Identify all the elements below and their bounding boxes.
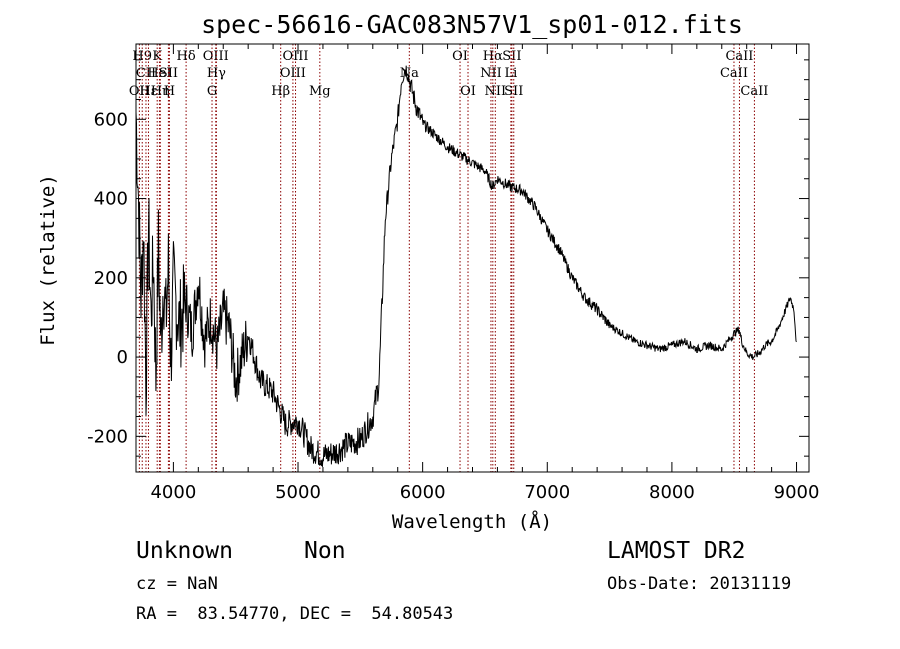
survey-name: LAMOST DR2	[607, 538, 746, 564]
spectral-line-label: H	[164, 84, 175, 99]
y-tick-label: -200	[87, 426, 128, 447]
x-tick-label: 6000	[400, 482, 446, 503]
spectral-line-label: OIII	[282, 49, 308, 64]
spectral-line-label: NII	[484, 84, 506, 99]
spectral-line-label: CII	[136, 66, 156, 81]
spectral-line-label: SII	[502, 49, 521, 64]
x-tick-label: 8000	[649, 482, 695, 503]
plot-frame	[135, 43, 810, 473]
spectral-line-label: SII	[504, 84, 523, 99]
spectral-line-label: Hβ	[271, 84, 290, 99]
spectral-line-label: CaII	[725, 49, 753, 64]
spectral-line-label: OIII	[280, 66, 306, 81]
y-tick-label: 200	[94, 268, 128, 289]
spectral-line-label: Hα	[483, 49, 503, 64]
spectral-line-label: Hε	[139, 84, 157, 99]
spectral-line-label: Hη	[151, 84, 170, 99]
spectral-line-label: OII	[129, 84, 150, 99]
y-axis-label: Flux (relative)	[37, 174, 59, 346]
x-tick-label: 9000	[774, 482, 820, 503]
spectral-line-label: K	[152, 49, 162, 64]
axis-ticks: 4000 5000 6000 7000 8000 9000 -200 0 200 400 600	[87, 44, 819, 503]
spectral-line-label: Mg	[309, 84, 331, 99]
x-tick-label: 5000	[275, 482, 321, 503]
spectral-line-label: G	[207, 84, 217, 99]
spectral-line-label: Hγ	[207, 66, 226, 81]
y-tick-label: 0	[117, 347, 128, 368]
x-tick-label: 4000	[150, 482, 196, 503]
spectral-line-label: OI	[452, 49, 468, 64]
spectral-line-label: Li	[504, 66, 517, 81]
object-subclass: Non	[304, 538, 346, 564]
y-tick-label: 600	[94, 109, 128, 130]
spectral-line-label: CaII	[720, 66, 748, 81]
spectrum-line	[135, 65, 797, 467]
spectral-line-label: OIII	[203, 49, 229, 64]
coordinates: RA = 83.54770, DEC = 54.80543	[136, 604, 454, 624]
x-axis-label: Wavelength (Å)	[392, 510, 552, 533]
x-tick-label: 7000	[524, 482, 570, 503]
chart-title: spec-56616-GAC083N57V1_sp01-012.fits	[201, 10, 743, 39]
spectral-line-label: HeI	[147, 66, 171, 81]
spectral-line-label: SII	[159, 66, 178, 81]
obs-date: Obs-Date: 20131119	[607, 574, 792, 594]
spectral-line-label: OI	[460, 84, 476, 99]
spectrum-series	[135, 65, 797, 467]
y-tick-label: 400	[94, 189, 128, 210]
spectral-line-label: Hδ	[177, 49, 196, 64]
spectral-line-label: NII	[480, 66, 502, 81]
spectral-line-label: CaII	[740, 84, 768, 99]
redshift-value: cz = NaN	[136, 574, 218, 594]
spectral-line-label: H9	[132, 49, 152, 64]
object-class: Unknown	[136, 538, 233, 564]
